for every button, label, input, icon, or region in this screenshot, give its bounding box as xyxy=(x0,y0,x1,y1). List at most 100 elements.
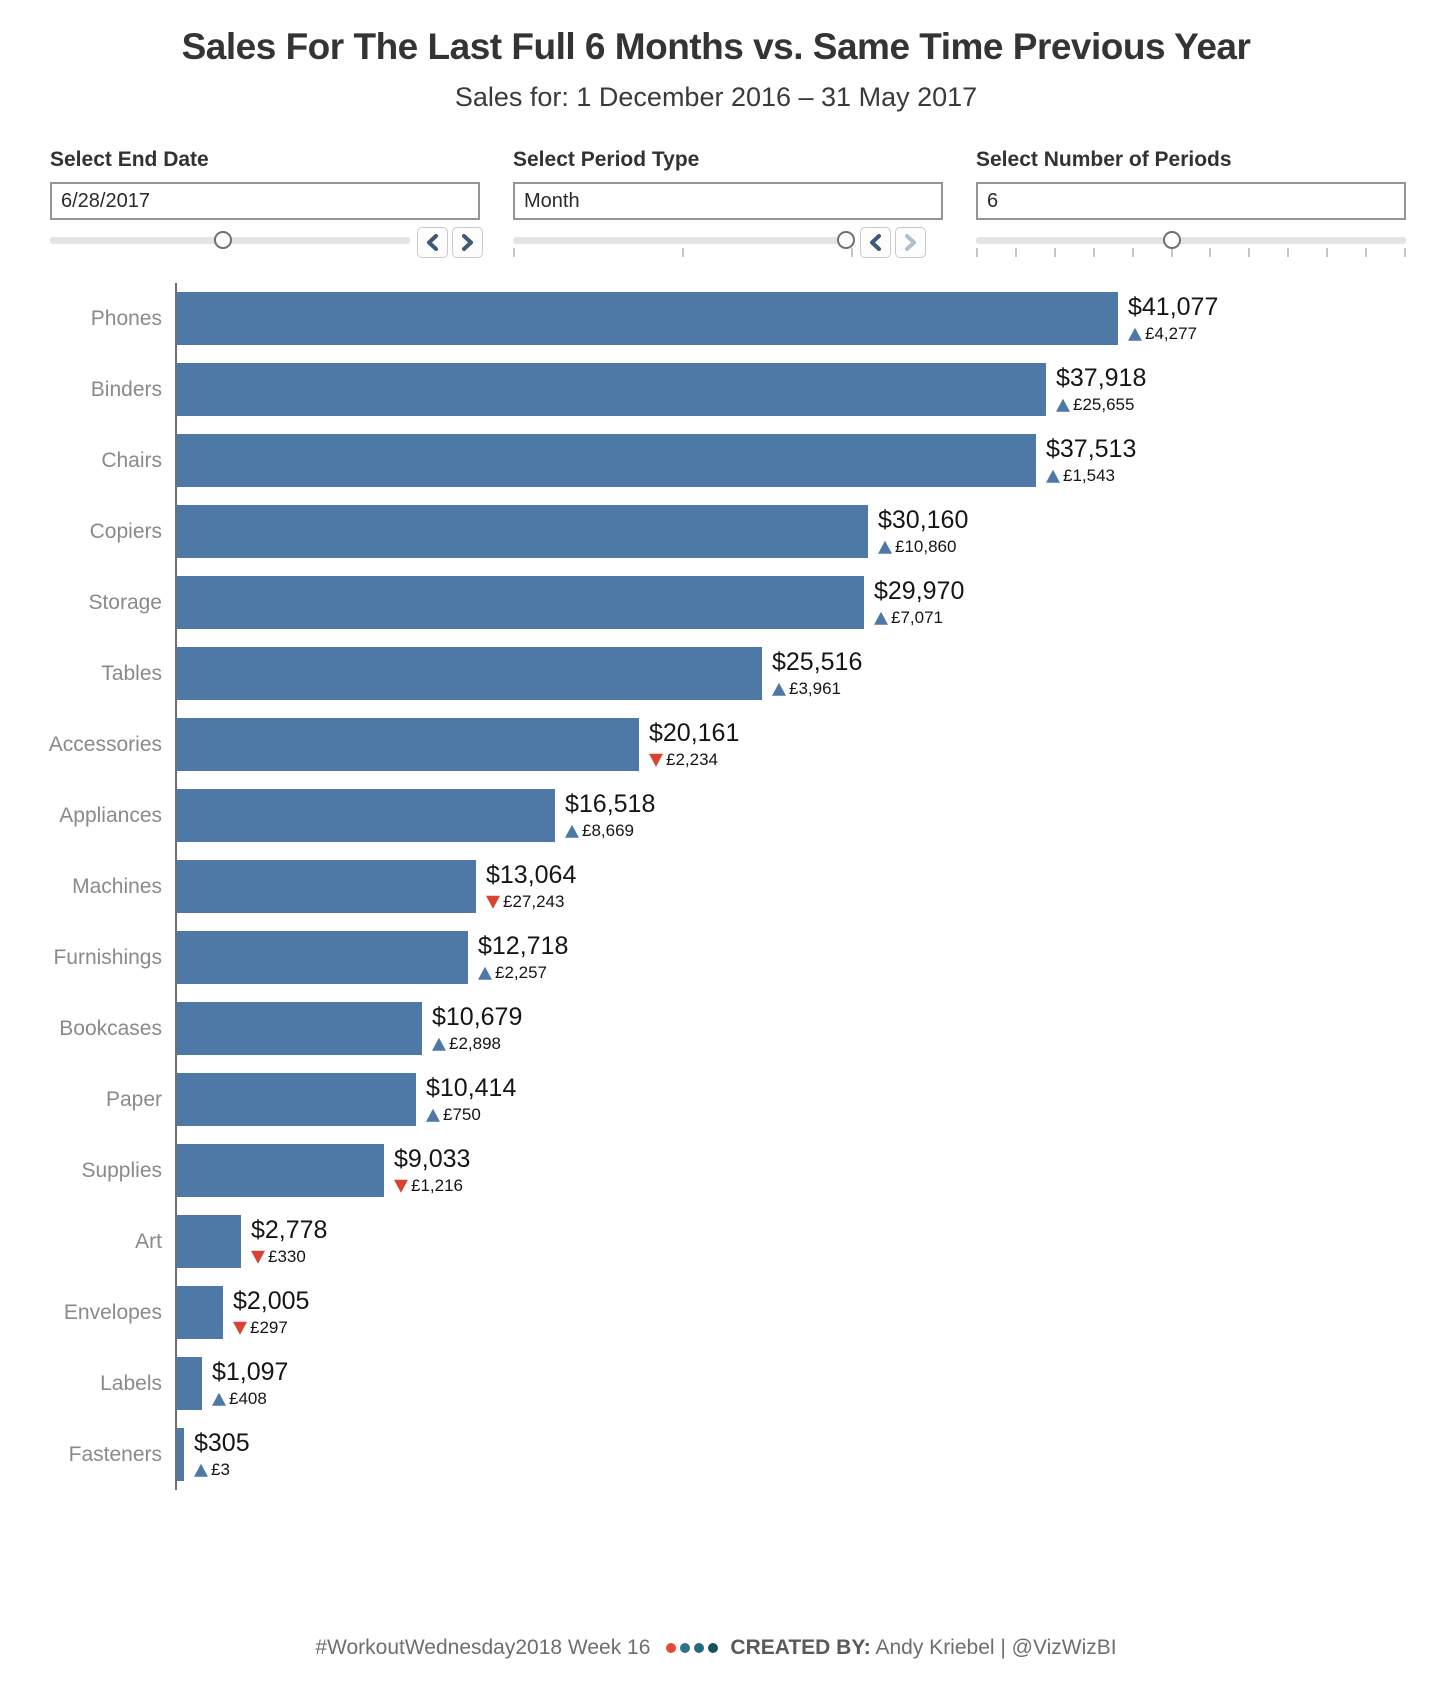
sales-value-label: $29,970 xyxy=(874,576,965,605)
left-arrow-button[interactable] xyxy=(417,227,448,258)
slider-handle[interactable] xyxy=(213,231,232,249)
period-type-input[interactable] xyxy=(513,182,943,220)
category-label[interactable]: Furnishings xyxy=(53,945,162,969)
sales-value-label: $12,718 xyxy=(478,931,569,960)
right-arrow-button[interactable] xyxy=(452,227,483,258)
sales-bar[interactable] xyxy=(177,1073,416,1126)
category-label[interactable]: Fasteners xyxy=(68,1442,162,1466)
delta-value-text: £750 xyxy=(443,1104,481,1124)
sales-bar[interactable] xyxy=(177,1215,241,1268)
category-label[interactable]: Accessories xyxy=(48,732,162,756)
period-type-slider[interactable] xyxy=(513,227,943,268)
slider-tick xyxy=(976,248,978,257)
category-label[interactable]: Bookcases xyxy=(59,1016,162,1040)
sales-value-label: $25,516 xyxy=(772,647,863,676)
delta-up-icon xyxy=(478,966,492,980)
category-label[interactable]: Copiers xyxy=(89,519,162,543)
sales-bar[interactable] xyxy=(177,505,868,558)
value-label-group: $30,160 £10,860 xyxy=(878,506,968,557)
delta-value-text: £25,655 xyxy=(1073,394,1135,414)
category-label[interactable]: Appliances xyxy=(59,803,162,827)
sales-bar[interactable] xyxy=(177,789,555,842)
delta-value-text: £1,216 xyxy=(411,1175,463,1195)
slider-handle[interactable] xyxy=(1162,231,1181,249)
category-label[interactable]: Paper xyxy=(105,1087,162,1111)
category-label[interactable]: Tables xyxy=(101,661,162,685)
slider-handle[interactable] xyxy=(837,231,856,249)
right-arrow-button[interactable] xyxy=(895,227,926,258)
category-label[interactable]: Binders xyxy=(90,377,162,401)
value-label-group: $29,970 £7,071 xyxy=(874,577,964,628)
slider-track[interactable] xyxy=(976,237,1406,244)
sales-bar[interactable] xyxy=(177,931,468,984)
delta-label: £1,216 xyxy=(394,1176,470,1196)
delta-label: £330 xyxy=(251,1247,327,1267)
delta-value-text: £7,071 xyxy=(891,607,943,627)
sales-bar[interactable] xyxy=(177,1002,422,1055)
end-date-slider[interactable] xyxy=(50,227,483,268)
category-label[interactable]: Phones xyxy=(90,306,162,330)
bar-zone: $2,005 £297 xyxy=(175,1277,1432,1348)
delta-label: £408 xyxy=(212,1389,288,1409)
category-label[interactable]: Supplies xyxy=(81,1158,162,1182)
delta-value-text: £4,277 xyxy=(1145,323,1197,343)
bar-zone: $41,077 £4,277 xyxy=(175,283,1432,354)
sales-bar[interactable] xyxy=(177,1357,202,1410)
footer-dot-icon xyxy=(680,1643,691,1654)
delta-value-text: £3,961 xyxy=(789,678,841,698)
category-label[interactable]: Chairs xyxy=(101,448,162,472)
delta-value-text: £408 xyxy=(229,1388,267,1408)
chart-row: Bookcases $10,679 £2,898 xyxy=(0,993,1432,1064)
category-label[interactable]: Art xyxy=(135,1229,162,1253)
sales-bar[interactable] xyxy=(177,1286,223,1339)
bar-zone: $305 £3 xyxy=(175,1419,1432,1490)
bar-zone: $2,778 £330 xyxy=(175,1206,1432,1277)
delta-label: £297 xyxy=(233,1318,309,1338)
delta-up-icon xyxy=(194,1463,208,1477)
chart-row: Paper $10,414 £750 xyxy=(0,1064,1432,1135)
chart-row: Labels $1,097 £408 xyxy=(0,1348,1432,1419)
bar-zone: $1,097 £408 xyxy=(175,1348,1432,1419)
value-label-group: $9,033 £1,216 xyxy=(394,1145,470,1196)
category-label[interactable]: Labels xyxy=(100,1371,162,1395)
category-label[interactable]: Envelopes xyxy=(63,1300,162,1324)
delta-label: £2,234 xyxy=(649,750,739,770)
slider-track[interactable] xyxy=(513,237,853,244)
slider-tick xyxy=(1404,248,1406,257)
value-label-group: $16,518 £8,669 xyxy=(565,790,655,841)
value-label-group: $20,161 £2,234 xyxy=(649,719,739,770)
category-label[interactable]: Storage xyxy=(88,590,162,614)
bar-zone: $10,679 £2,898 xyxy=(175,993,1432,1064)
slider-tick xyxy=(1170,248,1173,257)
sales-bar[interactable] xyxy=(177,647,762,700)
sales-value-label: $13,064 xyxy=(486,860,577,889)
sales-bar[interactable] xyxy=(177,860,476,913)
delta-label: £750 xyxy=(426,1105,516,1125)
sales-bar[interactable] xyxy=(177,1144,384,1197)
category-label[interactable]: Machines xyxy=(72,874,162,898)
footer-dot-icon xyxy=(708,1643,719,1654)
num-periods-input[interactable] xyxy=(976,182,1406,220)
sales-bar[interactable] xyxy=(177,292,1118,345)
slider-tick xyxy=(1014,248,1017,257)
end-date-input[interactable] xyxy=(50,182,480,220)
delta-up-icon xyxy=(565,824,579,838)
bar-zone: $25,516 £3,961 xyxy=(175,638,1432,709)
left-arrow-button[interactable] xyxy=(860,227,891,258)
delta-label: £7,071 xyxy=(874,608,964,628)
delta-label: £2,257 xyxy=(478,963,568,983)
chart-row: Supplies $9,033 £1,216 xyxy=(0,1135,1432,1206)
sales-bar[interactable] xyxy=(177,718,639,771)
delta-down-icon xyxy=(251,1250,265,1264)
sales-bar[interactable] xyxy=(177,1428,184,1481)
sales-bar[interactable] xyxy=(177,363,1046,416)
sales-bar[interactable] xyxy=(177,576,864,629)
slider-tick xyxy=(682,248,684,257)
sales-value-label: $41,077 xyxy=(1128,292,1219,321)
delta-label: £10,860 xyxy=(878,537,968,557)
bar-zone: $29,970 £7,071 xyxy=(175,567,1432,638)
sales-bar[interactable] xyxy=(177,434,1036,487)
delta-up-icon xyxy=(874,611,888,625)
delta-up-icon xyxy=(772,682,786,696)
num-periods-slider[interactable] xyxy=(976,228,1406,268)
